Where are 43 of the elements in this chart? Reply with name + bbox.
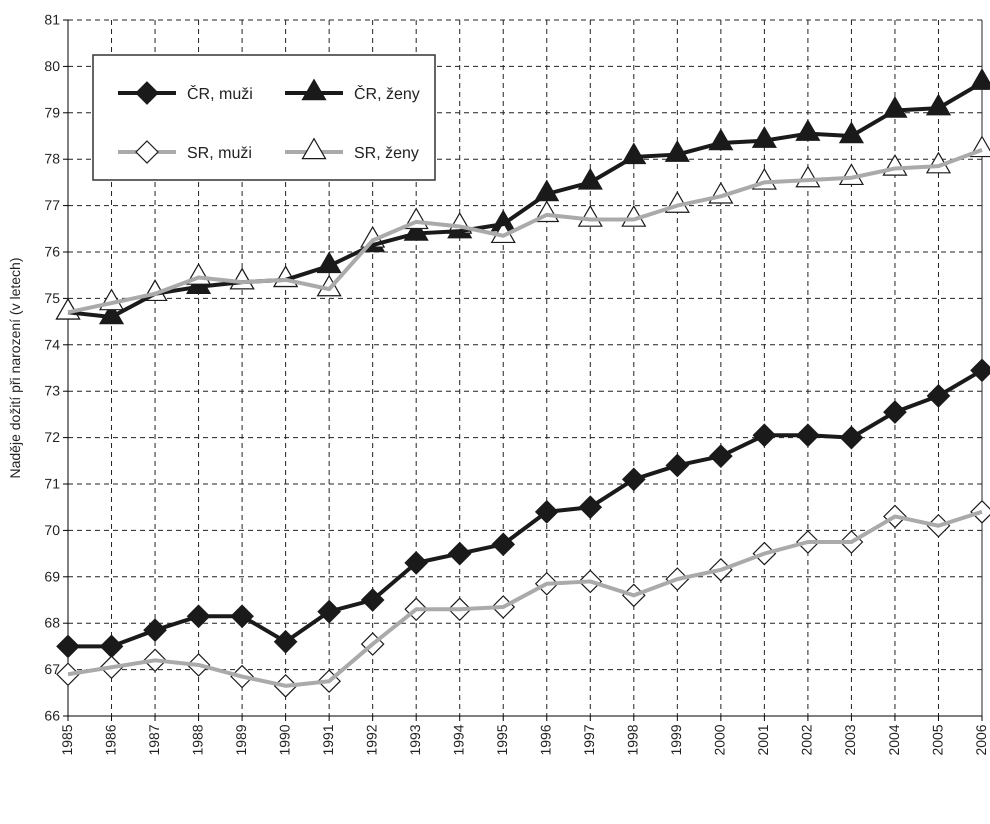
x-tick-label: 1999 <box>668 724 684 756</box>
y-tick-label: 72 <box>44 429 60 446</box>
x-tick-label: 1995 <box>494 724 510 756</box>
y-tick-label: 70 <box>44 522 60 538</box>
x-tick-label: 2006 <box>972 724 989 756</box>
x-tick-label: 2003 <box>842 724 858 756</box>
x-tick-label: 1987 <box>146 724 162 756</box>
x-tick-label: 1990 <box>276 724 292 756</box>
x-tick-label: 1997 <box>581 724 598 756</box>
y-tick-label: 77 <box>44 197 60 214</box>
y-tick-label: 76 <box>44 243 60 260</box>
y-tick-label: 66 <box>44 707 60 724</box>
y-tick-label: 78 <box>44 150 60 167</box>
y-tick-label: 71 <box>44 475 60 492</box>
y-tick-label: 80 <box>44 58 60 74</box>
x-tick-label: 1993 <box>406 724 423 756</box>
y-tick-label: 69 <box>44 568 60 584</box>
y-tick-label: 79 <box>44 104 60 120</box>
y-tick-label: 75 <box>44 290 60 306</box>
legend-label: ČR, ženy <box>354 85 420 103</box>
x-tick-label: 2000 <box>712 724 728 756</box>
legend-label: SR, ženy <box>354 145 419 162</box>
x-tick-label: 1989 <box>232 724 249 756</box>
y-tick-label: 74 <box>44 336 60 352</box>
x-tick-label: 1996 <box>538 724 554 756</box>
legend-label: SR, muži <box>187 145 252 162</box>
y-tick-label: 68 <box>44 614 60 631</box>
x-tick-label: 1991 <box>320 724 336 756</box>
legend-label: ČR, muži <box>187 85 253 103</box>
y-tick-label: 73 <box>44 382 60 399</box>
x-tick-label: 1992 <box>363 724 380 756</box>
x-tick-label: 2004 <box>886 724 902 756</box>
y-tick-label: 81 <box>44 11 60 28</box>
y-tick-label: 67 <box>44 661 60 678</box>
x-tick-label: 1998 <box>624 724 641 756</box>
x-tick-label: 1986 <box>102 724 118 756</box>
x-tick-label: 1994 <box>450 724 467 756</box>
x-tick-label: 1988 <box>189 724 206 756</box>
x-tick-label: 2005 <box>929 724 946 756</box>
x-tick-label: 1985 <box>58 724 75 756</box>
x-tick-label: 2002 <box>798 724 815 756</box>
x-tick-label: 2001 <box>755 724 772 756</box>
y-axis-title: Naděje dožití při narození (v letech) <box>7 258 23 478</box>
